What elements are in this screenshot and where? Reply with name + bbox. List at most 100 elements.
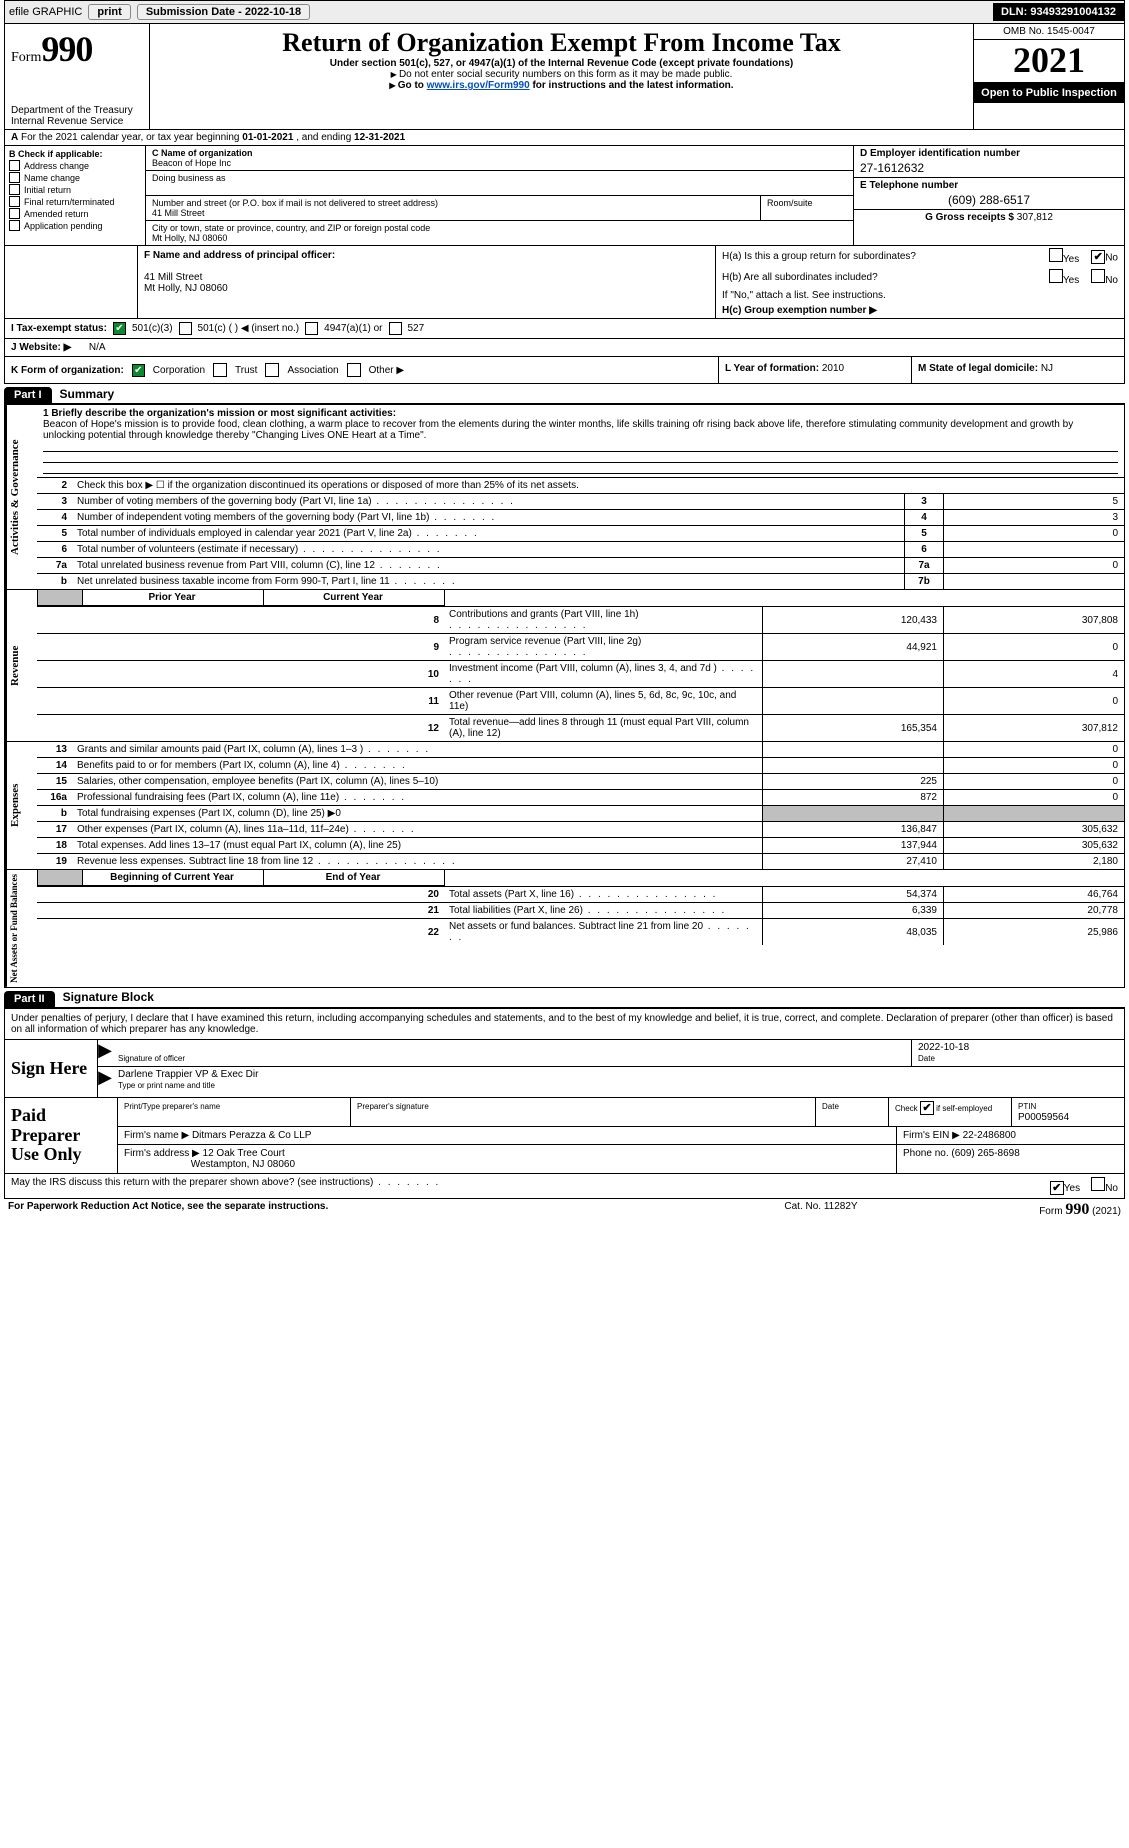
- b-label: B Check if applicable:: [9, 149, 141, 159]
- n-p-2: 48,035: [763, 919, 944, 946]
- g-b-4: 7a: [905, 558, 944, 574]
- chk-527[interactable]: [389, 322, 402, 335]
- e-p-6: 137,944: [763, 838, 944, 854]
- r-t-1: Program service revenue (Part VIII, line…: [449, 636, 641, 647]
- city-lbl: City or town, state or province, country…: [152, 223, 430, 233]
- chk-4947[interactable]: [305, 322, 318, 335]
- e-n-7: 19: [37, 854, 73, 870]
- n-t-1: Total liabilities (Part X, line 26): [449, 905, 583, 916]
- chk-pending[interactable]: [9, 220, 20, 231]
- n-c-2: 25,986: [944, 919, 1125, 946]
- paid-lbl: Paid Preparer Use Only: [5, 1098, 118, 1173]
- ha-no[interactable]: [1091, 250, 1105, 264]
- n-n-2: 22: [37, 919, 445, 946]
- discuss-yes[interactable]: [1050, 1181, 1064, 1195]
- hb-yes[interactable]: [1049, 269, 1063, 283]
- submission-date-button[interactable]: Submission Date - 2022-10-18: [137, 4, 310, 20]
- e-c-6: 305,632: [944, 838, 1125, 854]
- b-item-5: Application pending: [24, 221, 103, 231]
- row-a-mid: , and ending: [296, 132, 354, 143]
- g-b-1: 4: [905, 510, 944, 526]
- yes-lbl-1: Yes: [1063, 254, 1079, 265]
- chk-initial[interactable]: [9, 184, 20, 195]
- opt-trust: Trust: [235, 365, 257, 376]
- i-lbl: I Tax-exempt status:: [11, 323, 107, 334]
- chk-trust[interactable]: [213, 363, 227, 377]
- n-t-2: Net assets or fund balances. Subtract li…: [449, 921, 703, 932]
- section-l: L Year of formation: 2010: [718, 357, 911, 383]
- chk-name[interactable]: [9, 172, 20, 183]
- l-lbl: L Year of formation:: [725, 363, 819, 374]
- irs-link[interactable]: www.irs.gov/Form990: [427, 80, 530, 91]
- chk-corp[interactable]: ✔: [132, 364, 145, 377]
- ha-yes[interactable]: [1049, 248, 1063, 262]
- begin-hdr: Beginning of Current Year: [82, 870, 263, 885]
- n-n-0: 20: [37, 887, 445, 903]
- print-button[interactable]: print: [88, 4, 130, 20]
- section-b: B Check if applicable: Address change Na…: [5, 146, 146, 245]
- section-c: C Name of organization Beacon of Hope In…: [146, 146, 853, 245]
- n-c-1: 20,778: [944, 903, 1125, 919]
- r-c-4: 307,812: [944, 715, 1125, 742]
- e-p-2: 225: [763, 774, 944, 790]
- e-c-1: 0: [944, 758, 1125, 774]
- gov-table: 2Check this box ▶ ☐ if the organization …: [37, 477, 1124, 589]
- rev-table: Prior YearCurrent Year 8Contributions an…: [37, 590, 1124, 741]
- irs-discuss-row: May the IRS discuss this return with the…: [4, 1174, 1125, 1199]
- opt-4947: 4947(a)(1) or: [324, 323, 382, 334]
- g-n-3: 6: [37, 542, 73, 558]
- year-formation: 2010: [822, 363, 844, 374]
- efile-label: efile GRAPHIC: [9, 6, 82, 18]
- form-subtitle-1: Under section 501(c), 527, or 4947(a)(1)…: [156, 58, 967, 69]
- b-item-1: Name change: [24, 173, 80, 183]
- e-n-2: 15: [37, 774, 73, 790]
- e-c-2: 0: [944, 774, 1125, 790]
- part-i-governance: Activities & Governance 1 Briefly descri…: [4, 405, 1125, 590]
- opt-other: Other ▶: [369, 365, 404, 376]
- r-n-4: 12: [37, 715, 445, 742]
- hb-no[interactable]: [1091, 269, 1105, 283]
- no-lbl-2: No: [1105, 275, 1118, 286]
- chk-assoc[interactable]: [265, 363, 279, 377]
- form-subtitle-2: Do not enter social security numbers on …: [156, 69, 967, 80]
- dept-treasury: Department of the Treasury: [11, 105, 133, 116]
- e-t-3: Professional fundraising fees (Part IX, …: [77, 792, 339, 803]
- r-c-2: 4: [944, 661, 1125, 688]
- page-footer: For Paperwork Reduction Act Notice, see …: [4, 1199, 1125, 1221]
- chk-501c3[interactable]: [113, 322, 126, 335]
- yes-lbl-2: Yes: [1063, 275, 1079, 286]
- title-row: Form990 Return of Organization Exempt Fr…: [4, 24, 1125, 103]
- header-info: B Check if applicable: Address change Na…: [4, 146, 1125, 246]
- opt-501c3: 501(c)(3): [132, 323, 173, 334]
- topbar: efile GRAPHIC print Submission Date - 20…: [4, 0, 1125, 24]
- row-a-pre: For the 2021 calendar year, or tax year …: [21, 132, 242, 143]
- discuss-yes-lbl: Yes: [1064, 1183, 1080, 1194]
- chk-amended[interactable]: [9, 208, 20, 219]
- j-lbl: J Website: ▶: [11, 342, 71, 353]
- discuss-no[interactable]: [1091, 1177, 1105, 1191]
- e-c-5: 305,632: [944, 822, 1125, 838]
- opt-corp: Corporation: [153, 365, 205, 376]
- officer-addr2: Mt Holly, NJ 08060: [144, 283, 228, 294]
- arrow-icon: ▶: [98, 1040, 112, 1066]
- self-employed-chk[interactable]: [920, 1101, 934, 1115]
- sign-date: 2022-10-18: [918, 1042, 969, 1053]
- g-b-2: 5: [905, 526, 944, 542]
- e-c-7: 2,180: [944, 854, 1125, 870]
- chk-other[interactable]: [347, 363, 361, 377]
- goto-pre: Go to: [398, 80, 427, 91]
- chk-final[interactable]: [9, 196, 20, 207]
- chk-address[interactable]: [9, 160, 20, 171]
- r-p-3: [763, 688, 944, 715]
- check-post: if self-employed: [936, 1104, 992, 1113]
- mission-text: Beacon of Hope's mission is to provide f…: [43, 419, 1073, 441]
- vtab-netassets: Net Assets or Fund Balances: [5, 870, 37, 987]
- cat-no: Cat. No. 11282Y: [721, 1201, 921, 1219]
- no-lbl-1: No: [1105, 252, 1118, 263]
- r-t-0: Contributions and grants (Part VIII, lin…: [449, 609, 639, 620]
- hb-lbl: H(b) Are all subordinates included?: [722, 272, 1049, 283]
- chk-501c[interactable]: [179, 322, 192, 335]
- firm-addr-lbl: Firm's address ▶: [124, 1148, 200, 1159]
- arrow-icon-2: ▶: [98, 1067, 112, 1093]
- part-i-header: Part I Summary: [4, 384, 1125, 405]
